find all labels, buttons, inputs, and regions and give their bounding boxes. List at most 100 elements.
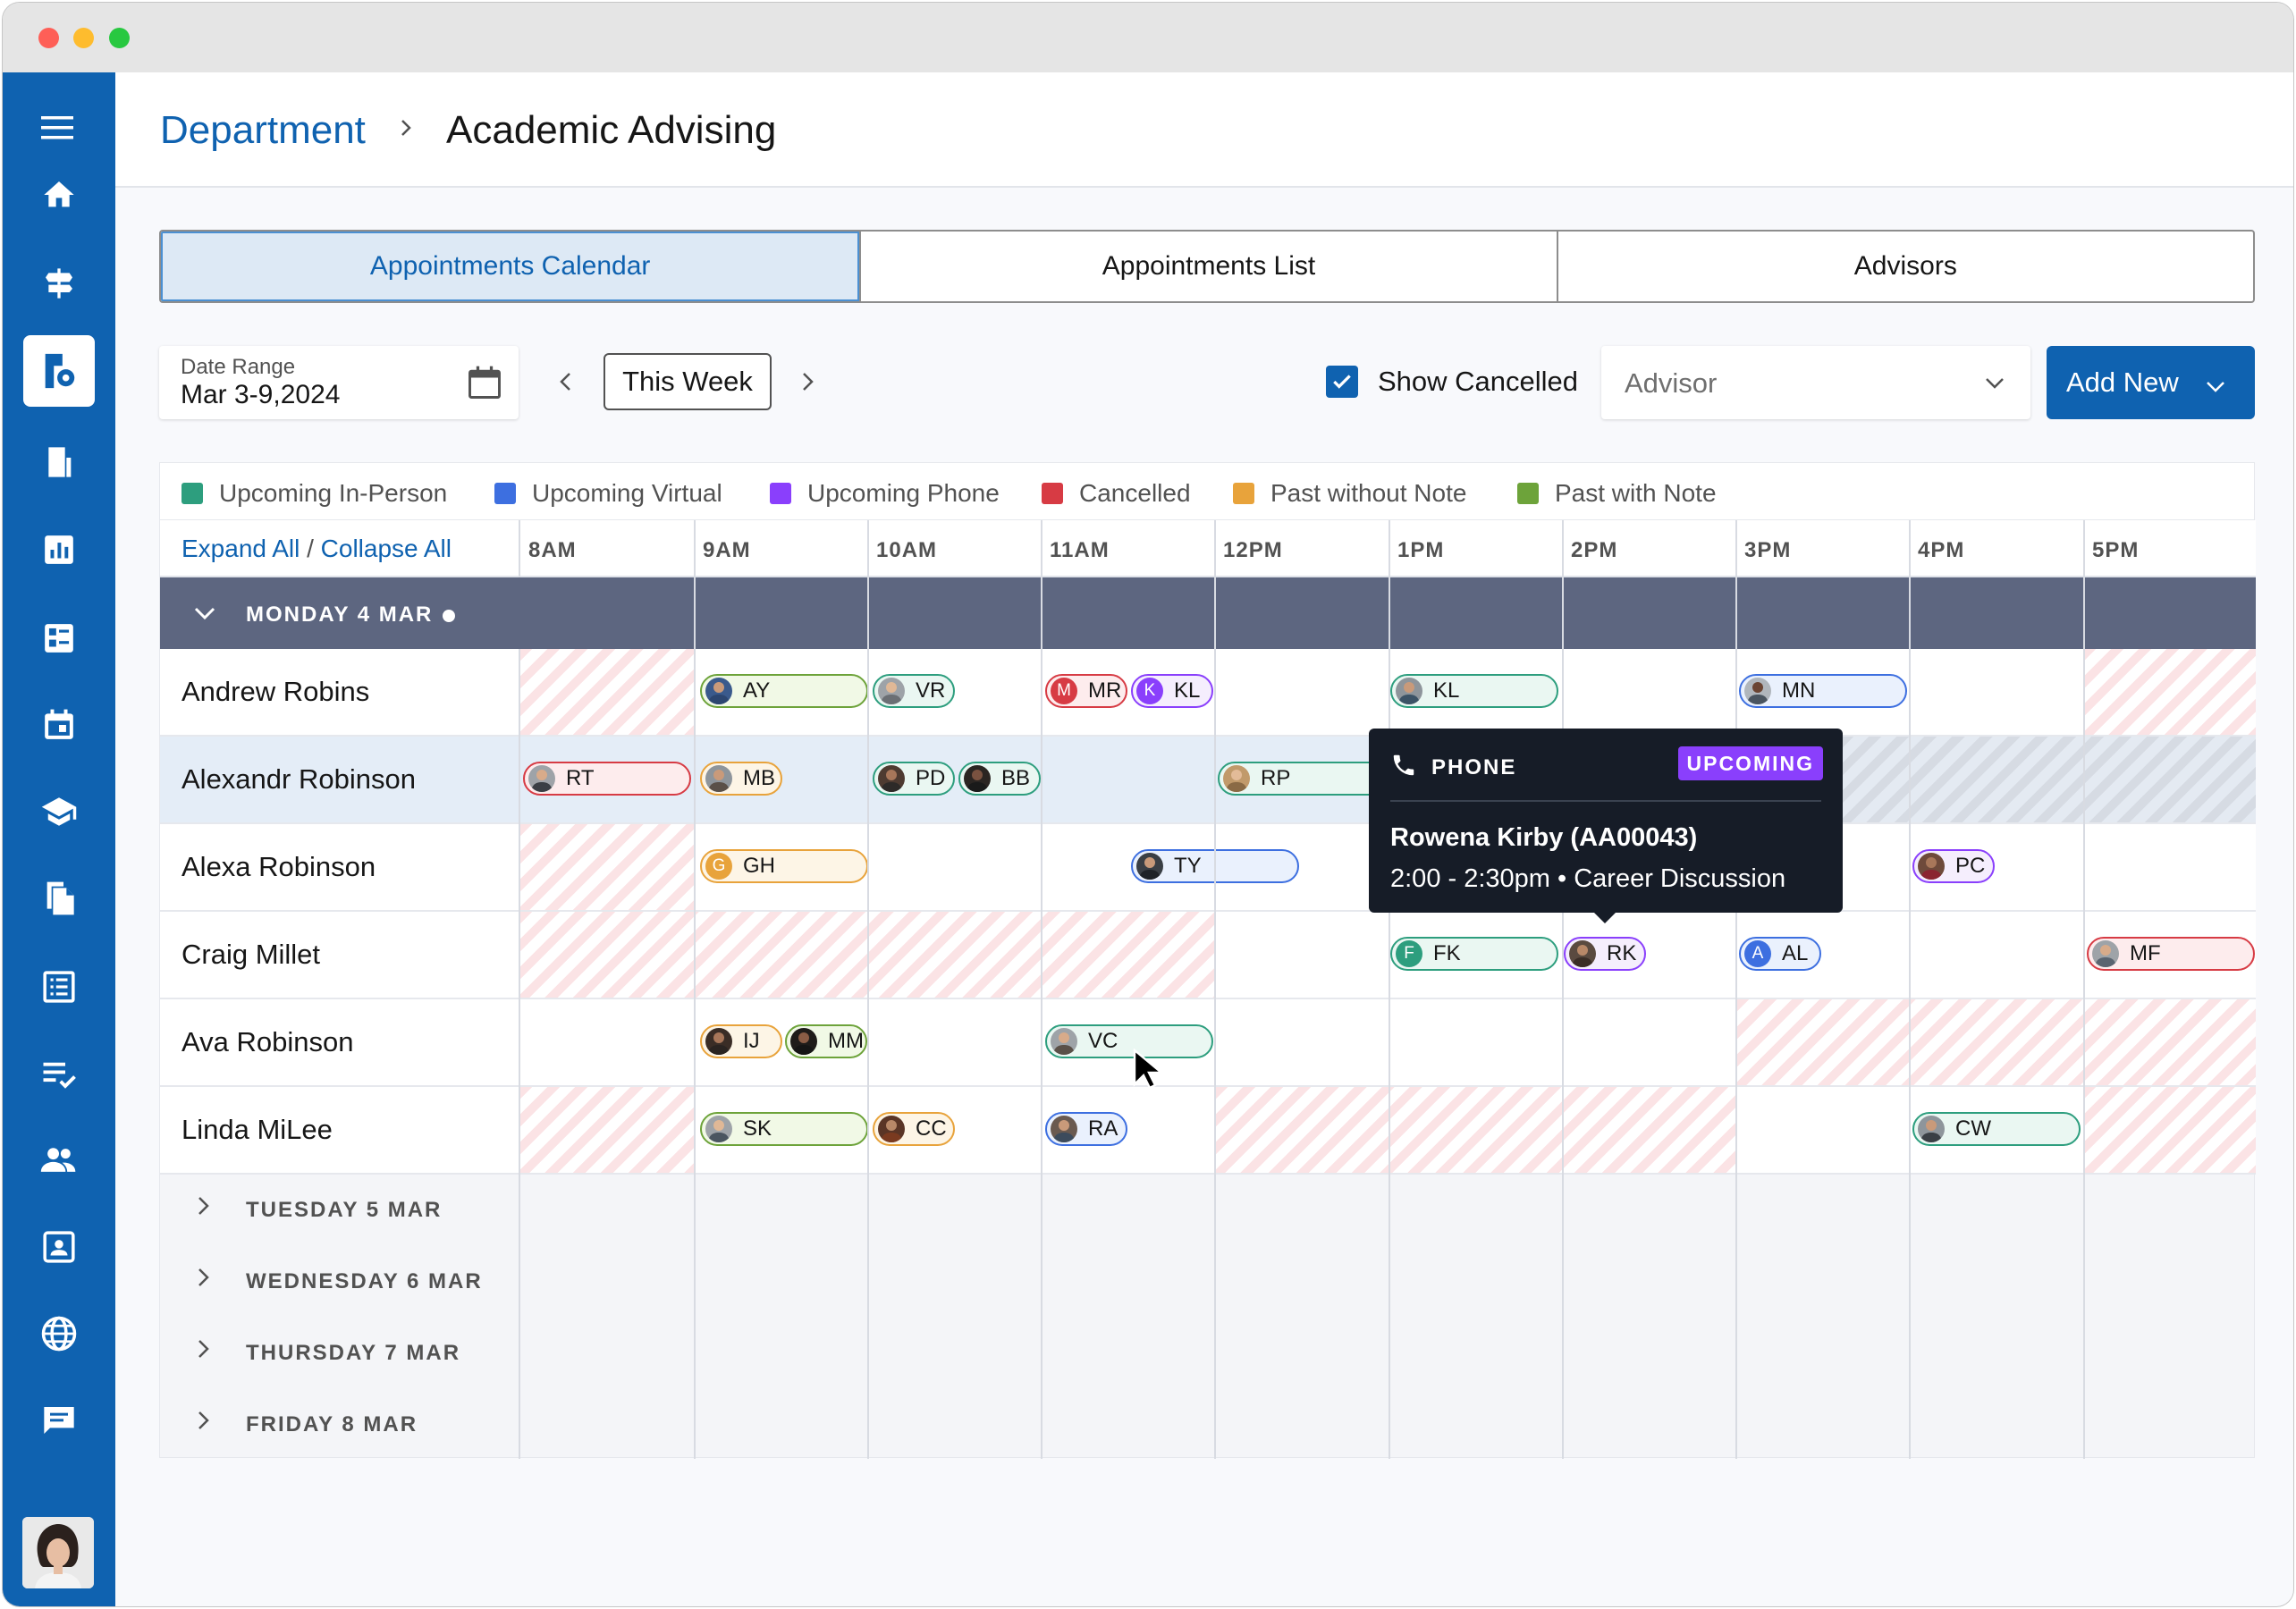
legend-swatch (181, 483, 203, 504)
appointment-chip[interactable]: MM (785, 1024, 867, 1058)
gridline (2083, 520, 2085, 1459)
appointment-chip[interactable]: MN (1739, 674, 1907, 708)
day-group-wednesday[interactable]: WEDNESDAY 6 MAR (246, 1269, 483, 1293)
department-settings-icon[interactable] (23, 335, 95, 407)
tab-appointments-list[interactable]: Appointments List (859, 232, 1556, 301)
graduation-cap-icon[interactable] (23, 776, 95, 847)
student-avatar (1569, 940, 1596, 967)
add-new-button[interactable]: Add New (2047, 346, 2255, 419)
contact-card-icon[interactable] (23, 1211, 95, 1283)
appointment-chip[interactable]: BB (958, 762, 1041, 796)
advisor-select[interactable]: Advisor (1601, 346, 2030, 419)
chevron-right-icon[interactable] (196, 1337, 212, 1365)
student-avatar (964, 765, 991, 792)
appointment-chip[interactable]: PC (1912, 849, 1995, 883)
student-avatar (1136, 853, 1163, 880)
show-cancelled-checkbox[interactable] (1326, 366, 1358, 398)
this-week-button[interactable]: This Week (604, 353, 772, 410)
day-group-monday[interactable]: MONDAY 4 MAR (160, 577, 2256, 649)
appointment-chip[interactable]: CW (1912, 1112, 2081, 1146)
appointment-chip[interactable]: RA (1045, 1112, 1127, 1146)
student-avatar (790, 1028, 817, 1055)
unavailable-block (2083, 1087, 2256, 1173)
tab-appointments-calendar[interactable]: Appointments Calendar (161, 232, 860, 301)
next-week-button[interactable] (788, 360, 827, 403)
appointment-chip[interactable]: CC (873, 1112, 955, 1146)
appointment-chip[interactable]: PD (873, 762, 955, 796)
student-avatar (878, 765, 905, 792)
dashboard-icon[interactable] (23, 602, 95, 674)
advisor-placeholder: Advisor (1625, 367, 1718, 399)
bar-chart-icon[interactable] (23, 514, 95, 585)
collapse-all-link[interactable]: Collapse All (320, 535, 452, 562)
calendar-icon[interactable] (23, 689, 95, 761)
globe-icon[interactable] (23, 1298, 95, 1369)
appointment-details: 2:00 - 2:30pm • Career Discussion (1390, 864, 1786, 893)
appointment-chip[interactable]: VC (1045, 1024, 1213, 1058)
breadcrumb-department-link[interactable]: Department (160, 108, 366, 152)
appointment-chip[interactable]: MF (2087, 937, 2255, 971)
appointment-chip[interactable]: VR (873, 674, 955, 708)
close-window-button[interactable] (38, 28, 59, 48)
day-group-friday[interactable]: FRIDAY 8 MAR (246, 1412, 418, 1436)
maximize-window-button[interactable] (109, 28, 130, 48)
chevron-right-icon[interactable] (196, 1194, 212, 1222)
appointment-chip[interactable]: G GH (700, 849, 868, 883)
calendar-icon[interactable] (465, 362, 504, 408)
appointment-chip[interactable]: KL (1390, 674, 1558, 708)
building-icon[interactable] (23, 426, 95, 498)
appointment-chip[interactable]: A AL (1739, 937, 1821, 971)
appointment-chip[interactable]: MB (700, 762, 782, 796)
appointment-chip[interactable]: RP (1218, 762, 1386, 796)
chevron-down-icon[interactable] (192, 604, 217, 628)
minimize-window-button[interactable] (73, 28, 94, 48)
student-initial-badge: A (1744, 940, 1771, 967)
day-group-tuesday[interactable]: TUESDAY 5 MAR (246, 1198, 443, 1222)
home-icon[interactable] (23, 159, 95, 231)
menu-icon[interactable] (23, 92, 95, 164)
unavailable-block (519, 912, 1214, 998)
legend-swatch (1042, 483, 1063, 504)
appointment-chip[interactable]: RT (523, 762, 691, 796)
appointment-chip[interactable]: F FK (1390, 937, 1558, 971)
appointment-chip[interactable]: SK (700, 1112, 868, 1146)
chevron-right-icon[interactable] (196, 1266, 212, 1293)
day-group-thursday[interactable]: THURSDAY 7 MAR (246, 1341, 461, 1365)
student-avatar (705, 1028, 732, 1055)
advisor-name[interactable]: Linda MiLee (181, 1114, 333, 1145)
legend-swatch (770, 483, 791, 504)
date-range-value[interactable]: Mar 3-9,2024 (181, 380, 341, 409)
people-icon[interactable] (23, 1125, 95, 1196)
advisor-name[interactable]: Alexa Robinson (181, 851, 376, 882)
chat-icon[interactable] (23, 1385, 95, 1456)
appointment-chip[interactable]: RK (1564, 937, 1646, 971)
expand-all-link[interactable]: Expand All (181, 535, 300, 562)
gridline (867, 520, 869, 1459)
student-avatar (705, 1116, 732, 1142)
previous-week-button[interactable] (546, 360, 586, 403)
appointment-chip[interactable]: M MR (1045, 674, 1127, 708)
signpost-icon[interactable] (23, 248, 95, 319)
advisor-name[interactable]: Andrew Robins (181, 676, 370, 707)
chevron-right-icon[interactable] (196, 1409, 212, 1436)
gridline (519, 520, 520, 577)
advisor-name[interactable]: Alexandr Robinson (181, 763, 416, 795)
advisor-name[interactable]: Craig Millet (181, 939, 321, 970)
unavailable-block (1841, 737, 2256, 822)
student-avatar (1223, 765, 1250, 792)
student-avatar (1744, 678, 1771, 704)
appointment-chip[interactable]: IJ (700, 1024, 782, 1058)
appointment-chip[interactable]: K KL (1131, 674, 1213, 708)
show-cancelled-label[interactable]: Show Cancelled (1378, 366, 1579, 397)
tab-advisors[interactable]: Advisors (1556, 232, 2253, 301)
appointment-chip[interactable]: AY (700, 674, 868, 708)
list-icon[interactable] (23, 951, 95, 1023)
advisor-name[interactable]: Ava Robinson (181, 1026, 354, 1057)
checklist-icon[interactable] (23, 1038, 95, 1109)
legend-item: Cancelled (1042, 479, 1191, 508)
user-avatar[interactable] (22, 1517, 94, 1588)
day-label: MONDAY 4 MAR (246, 602, 434, 627)
documents-icon[interactable] (23, 863, 95, 934)
date-range-picker[interactable]: Date Range Mar 3-9,2024 (159, 346, 519, 419)
